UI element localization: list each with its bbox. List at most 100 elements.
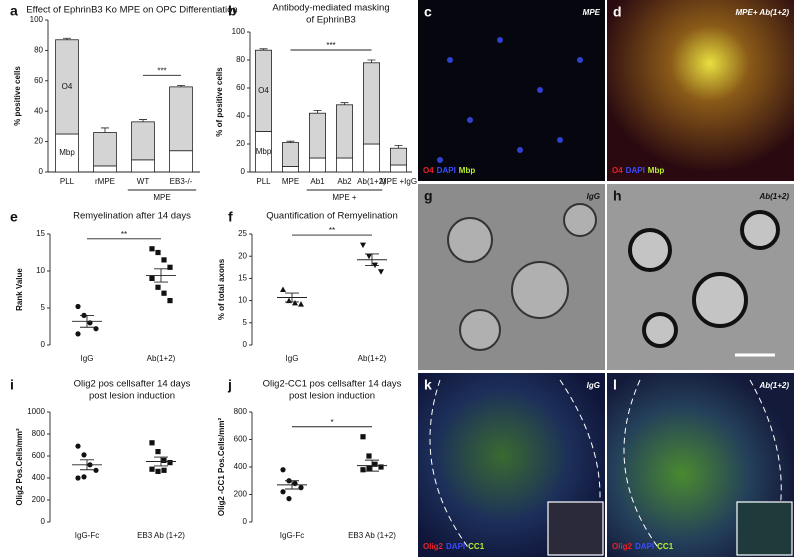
data-point: [298, 485, 304, 491]
y-tick-label: 0: [39, 167, 44, 176]
stain-name: Mbp: [459, 166, 476, 175]
data-point: [155, 284, 161, 290]
data-point: [280, 286, 286, 292]
data-point: [298, 301, 304, 307]
data-point: [292, 299, 298, 306]
x-tick-label: IgG: [286, 354, 299, 363]
panel-label: IgG: [587, 381, 600, 390]
error-bar: [313, 110, 322, 114]
y-tick-label: 0: [41, 517, 46, 526]
data-point: [366, 465, 372, 471]
y-tick-label: 0: [241, 167, 246, 176]
data-point: [149, 440, 155, 446]
y-tick-label: 400: [234, 462, 248, 471]
data-point: [149, 466, 155, 472]
x-tick-label: Ab1: [310, 177, 325, 186]
panel-label: MPE+ Ab(1+2): [736, 8, 790, 17]
x-tick-label: Ab2: [337, 177, 352, 186]
y-tick-label: 80: [34, 46, 43, 55]
micrograph-detail: [628, 210, 780, 348]
chart-title: post lesion induction: [89, 391, 175, 402]
stain-legend: O4 DAPI Mbp: [423, 166, 475, 175]
series-label: Mbp: [256, 147, 272, 156]
data-point: [75, 303, 81, 310]
y-tick-label: 100: [30, 15, 44, 24]
series-label: Mbp: [59, 148, 75, 157]
y-axis-label: % of total axons: [217, 258, 226, 320]
panel-letter: e: [10, 209, 18, 225]
stain-legend: Olig2 DAPI CC1: [612, 542, 674, 551]
x-tick-label: IgG-Fc: [280, 531, 304, 540]
data-point: [155, 449, 161, 455]
chart-title: Olig2 pos cellsafter 14 days: [74, 379, 191, 390]
data-point: [81, 452, 87, 458]
y-tick-label: 40: [34, 106, 43, 115]
y-tick-label: 400: [32, 473, 46, 482]
data-point: [81, 474, 87, 480]
bar-segment: [93, 132, 117, 167]
stain-name: DAPI: [626, 166, 645, 175]
error-bar: [286, 140, 295, 143]
sem-bar: [154, 456, 168, 467]
data-point: [149, 275, 155, 281]
stain-name: CC1: [468, 542, 485, 551]
sem-bar: [80, 459, 94, 471]
data-point: [280, 467, 286, 473]
inset: [736, 501, 793, 556]
significance-label: *: [330, 418, 333, 427]
chart-title: Antibody-mediated masking: [272, 3, 389, 14]
sem-bar: [365, 459, 379, 472]
stain-name: DAPI: [635, 542, 654, 551]
x-tick-label: PLL: [256, 177, 271, 186]
sem-bar: [154, 268, 168, 283]
y-axis-label: % positive cells: [13, 66, 22, 126]
lesion-outline: [429, 379, 601, 551]
y-tick-label: 20: [238, 251, 247, 260]
bar-segment: [389, 164, 407, 173]
data-point: [286, 496, 292, 502]
bar-segment: [362, 62, 380, 145]
data-point: [366, 253, 372, 260]
bar-segment: [281, 165, 299, 173]
chart-title: Olig2-CC1 pos cellsafter 14 days: [263, 379, 402, 390]
sem-bar: [80, 314, 94, 328]
stain-name: DAPI: [437, 166, 456, 175]
significance-label: **: [121, 230, 127, 239]
y-tick-label: 15: [36, 229, 45, 238]
stain-legend: O4 DAPI Mbp: [612, 166, 664, 175]
stain-name: Olig2: [423, 542, 444, 551]
y-tick-label: 200: [234, 490, 248, 499]
stain-name: DAPI: [446, 542, 465, 551]
error-bar: [63, 37, 71, 40]
sem-bar: [365, 253, 379, 266]
y-tick-label: 20: [236, 139, 245, 148]
bar-segment: [362, 143, 380, 173]
x-tick-label: EB3 Ab (1+2): [348, 531, 396, 540]
data-point: [167, 264, 173, 270]
x-tick-label: Ab(1+2): [358, 354, 387, 363]
bar-segment: [169, 150, 193, 173]
bar-segment: [93, 165, 117, 173]
bar-segment: [169, 86, 193, 152]
data-point: [161, 290, 167, 296]
sem-bar: [285, 480, 299, 490]
significance-label: ***: [326, 41, 335, 50]
stain-legend: Olig2 DAPI CC1: [423, 542, 485, 551]
y-tick-label: 0: [243, 340, 248, 349]
micrograph: [418, 0, 605, 181]
bar-segment: [335, 157, 353, 173]
data-point: [93, 326, 99, 332]
micrograph-detail: [447, 203, 597, 351]
y-tick-label: 1000: [27, 407, 45, 416]
inset: [547, 501, 604, 556]
bar-segment: [131, 121, 155, 161]
significance-label: **: [329, 226, 335, 235]
panel-letter: a: [10, 3, 18, 19]
data-point: [161, 467, 167, 473]
bar-segment: [131, 159, 155, 173]
chart-title: Remyelination after 14 days: [73, 211, 191, 222]
x-tick-label: IgG-Fc: [75, 531, 99, 540]
panel-label: IgG: [587, 192, 600, 201]
